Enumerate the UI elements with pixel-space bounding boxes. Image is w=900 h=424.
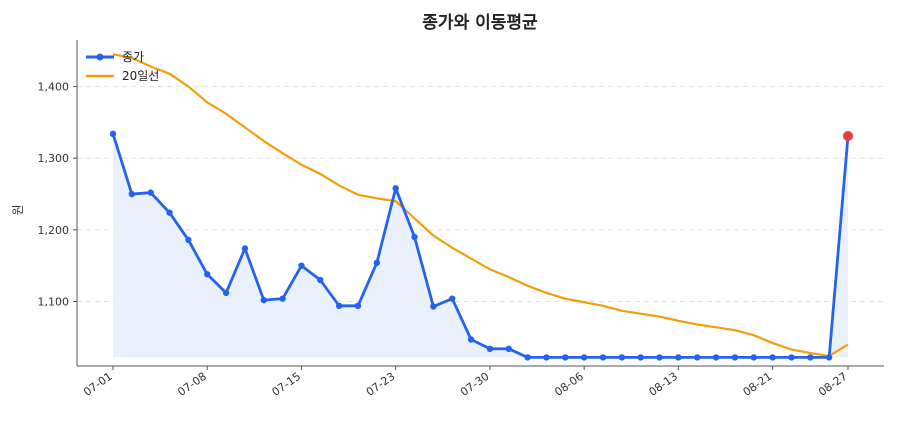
- legend-ma-label: 20일선: [122, 69, 159, 83]
- y-tick-label: 1,300: [38, 152, 70, 165]
- close-area-path: [113, 133, 848, 358]
- close-point: [467, 336, 475, 343]
- x-tick-label: 08-21: [741, 370, 775, 399]
- ma-series-line: [112, 53, 849, 358]
- close-point: [373, 259, 381, 267]
- close-point: [750, 354, 757, 361]
- close-series-line: [111, 133, 850, 359]
- close-point: [354, 302, 362, 310]
- last-close-point: [843, 131, 853, 142]
- close-point: [825, 354, 833, 361]
- close-point: [279, 295, 286, 302]
- close-point: [260, 296, 267, 304]
- x-tick-label: 08-13: [646, 370, 680, 399]
- x-tick-label: 07-15: [270, 370, 304, 399]
- close-point: [543, 354, 550, 361]
- close-point: [298, 262, 305, 269]
- close-point: [449, 295, 456, 302]
- close-point: [185, 236, 192, 244]
- close-point: [580, 354, 588, 361]
- close-point: [712, 354, 720, 361]
- close-area-fill: [113, 133, 848, 358]
- close-point: [562, 354, 569, 361]
- y-tick-label: 1,200: [38, 224, 70, 237]
- close-point: [430, 303, 437, 310]
- close-point: [222, 289, 230, 297]
- legend: 종가 20일선: [86, 50, 159, 83]
- close-point: [392, 185, 399, 192]
- close-point: [618, 354, 626, 361]
- close-point: [675, 354, 682, 361]
- x-tick-label: 07-08: [175, 370, 209, 399]
- x-tick-label: 08-27: [816, 370, 850, 399]
- x-tick-label: 07-01: [81, 370, 115, 399]
- close-point: [599, 354, 607, 361]
- close-point: [505, 345, 512, 353]
- close-point: [411, 233, 418, 241]
- y-tick-label: 1,100: [38, 296, 70, 309]
- close-point: [241, 245, 249, 252]
- close-point: [147, 189, 154, 196]
- close-point: [486, 345, 494, 353]
- close-points: [109, 130, 853, 361]
- y-tick-label: 1,400: [38, 81, 70, 94]
- x-ticks: 07-01 07-08 07-15 07-23 07-30 08-06 08-13 08-21…: [81, 366, 850, 399]
- legend-close-label: 종가: [122, 50, 144, 64]
- close-point: [317, 276, 324, 284]
- close-point: [807, 354, 814, 361]
- close-point: [637, 354, 644, 361]
- close-point: [204, 271, 211, 278]
- close-point: [524, 354, 531, 361]
- close-point: [109, 130, 117, 138]
- y-ticks: 1,100 1,200 1,300 1,400: [38, 81, 77, 309]
- axes: [76, 40, 884, 367]
- close-point: [656, 354, 663, 361]
- close-point: [731, 354, 739, 361]
- x-tick-label: 08-06: [552, 370, 586, 399]
- close-point: [769, 354, 776, 361]
- close-point: [694, 354, 701, 361]
- x-tick-label: 07-30: [458, 370, 492, 399]
- legend-close-marker: [96, 53, 104, 61]
- close-point: [166, 209, 173, 216]
- series-lines: [111, 53, 850, 359]
- close-point: [128, 190, 136, 198]
- close-point: [335, 302, 343, 310]
- y-axis-label: 원: [11, 204, 25, 215]
- close-point: [788, 354, 795, 361]
- chart-title: 종가와 이동평균: [422, 13, 538, 33]
- x-tick-label: 07-23: [364, 370, 398, 399]
